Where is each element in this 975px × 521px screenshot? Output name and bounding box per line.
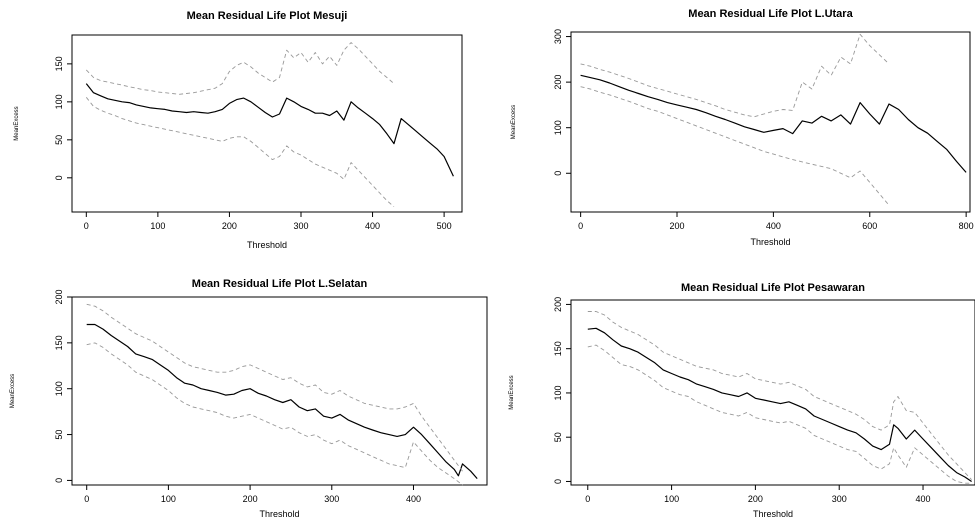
x-axis-label: Threshold xyxy=(750,237,790,247)
series-upper-line xyxy=(85,42,395,95)
x-tick-label: 100 xyxy=(150,221,165,231)
y-axis-label: MeanExcess xyxy=(10,374,16,408)
series-mean-line xyxy=(85,83,454,177)
chart-title: Mean Residual Life Plot Pesawaran xyxy=(681,282,865,294)
y-tick-label: 200 xyxy=(553,297,563,312)
y-tick-label: 0 xyxy=(54,478,64,483)
panel-lselatan: Mean Residual Life Plot L.Selatan 0 100 200… xyxy=(10,278,488,519)
x-tick-label: 200 xyxy=(222,221,237,231)
series-lower-line xyxy=(580,86,890,206)
series-lower-line xyxy=(587,344,972,484)
x-tick-label: 300 xyxy=(832,494,847,504)
plot-frame xyxy=(71,34,463,213)
y-tick-label: 150 xyxy=(54,335,64,350)
panel-pesawaran: Mean Residual Life Plot Pesawaran 0 100 200… xyxy=(509,282,975,519)
y-tick-label: 50 xyxy=(553,432,563,442)
y-tick-label: 100 xyxy=(54,381,64,396)
chart-title: Mean Residual Life Plot L.Utara xyxy=(688,8,853,20)
x-tick-label: 200 xyxy=(669,221,684,231)
y-tick-label: 50 xyxy=(54,135,64,145)
x-tick-label: 400 xyxy=(766,221,781,231)
y-tick-label: 100 xyxy=(54,94,64,109)
y-axis-label: MeanExcess xyxy=(14,106,20,140)
x-tick-label: 600 xyxy=(862,221,877,231)
x-tick-label: 0 xyxy=(585,494,590,504)
y-axis-label: MeanExcess xyxy=(509,375,515,409)
x-tick-label: 0 xyxy=(84,494,89,504)
y-axis-label: MeanExcess xyxy=(511,105,517,139)
x-tick-label: 300 xyxy=(324,494,339,504)
x-axis-label: Threshold xyxy=(753,509,793,519)
plot-frame xyxy=(570,299,975,486)
x-tick-label: 500 xyxy=(437,221,452,231)
x-tick-label: 400 xyxy=(365,221,380,231)
series-mean-line xyxy=(587,327,972,482)
series-upper-line xyxy=(587,311,972,481)
y-tick-label: 100 xyxy=(553,120,563,135)
y-tick-label: 200 xyxy=(54,289,64,304)
x-tick-label: 300 xyxy=(293,221,308,231)
chart-title: Mean Residual Life Plot L.Selatan xyxy=(192,278,368,290)
y-tick-label: 200 xyxy=(553,75,563,90)
x-tick-label: 100 xyxy=(664,494,679,504)
y-tick-label: 50 xyxy=(54,430,64,440)
plot-frame xyxy=(71,296,488,486)
series-lower-line xyxy=(85,97,395,208)
chart-title: Mean Residual Life Plot Mesuji xyxy=(187,10,348,22)
series-mean-line xyxy=(86,323,478,479)
y-tick-label: 0 xyxy=(54,175,64,180)
y-tick-label: 0 xyxy=(553,171,563,176)
y-tick-label: 150 xyxy=(54,56,64,71)
y-tick-label: 100 xyxy=(553,385,563,400)
series-upper-line xyxy=(86,303,463,472)
series-lower-line xyxy=(86,342,463,486)
series-upper-line xyxy=(580,33,890,118)
y-tick-label: 300 xyxy=(553,29,563,44)
x-tick-label: 100 xyxy=(161,494,176,504)
x-tick-label: 800 xyxy=(959,221,974,231)
x-tick-label: 200 xyxy=(243,494,258,504)
series-mean-line xyxy=(580,74,967,173)
x-tick-label: 200 xyxy=(748,494,763,504)
plot-frame xyxy=(570,31,971,213)
x-axis-label: Threshold xyxy=(259,509,299,519)
x-tick-label: 0 xyxy=(84,221,89,231)
panel-lutara: Mean Residual Life Plot L.Utara 0 200 400 60… xyxy=(511,8,974,247)
y-tick-label: 150 xyxy=(553,341,563,356)
y-tick-label: 0 xyxy=(553,479,563,484)
x-tick-label: 400 xyxy=(406,494,421,504)
x-tick-label: 0 xyxy=(578,221,583,231)
x-axis-label: Threshold xyxy=(247,240,287,250)
panel-mesuji: Mean Residual Life Plot Mesuji 0 100 200 300… xyxy=(14,10,463,250)
x-tick-label: 400 xyxy=(916,494,931,504)
